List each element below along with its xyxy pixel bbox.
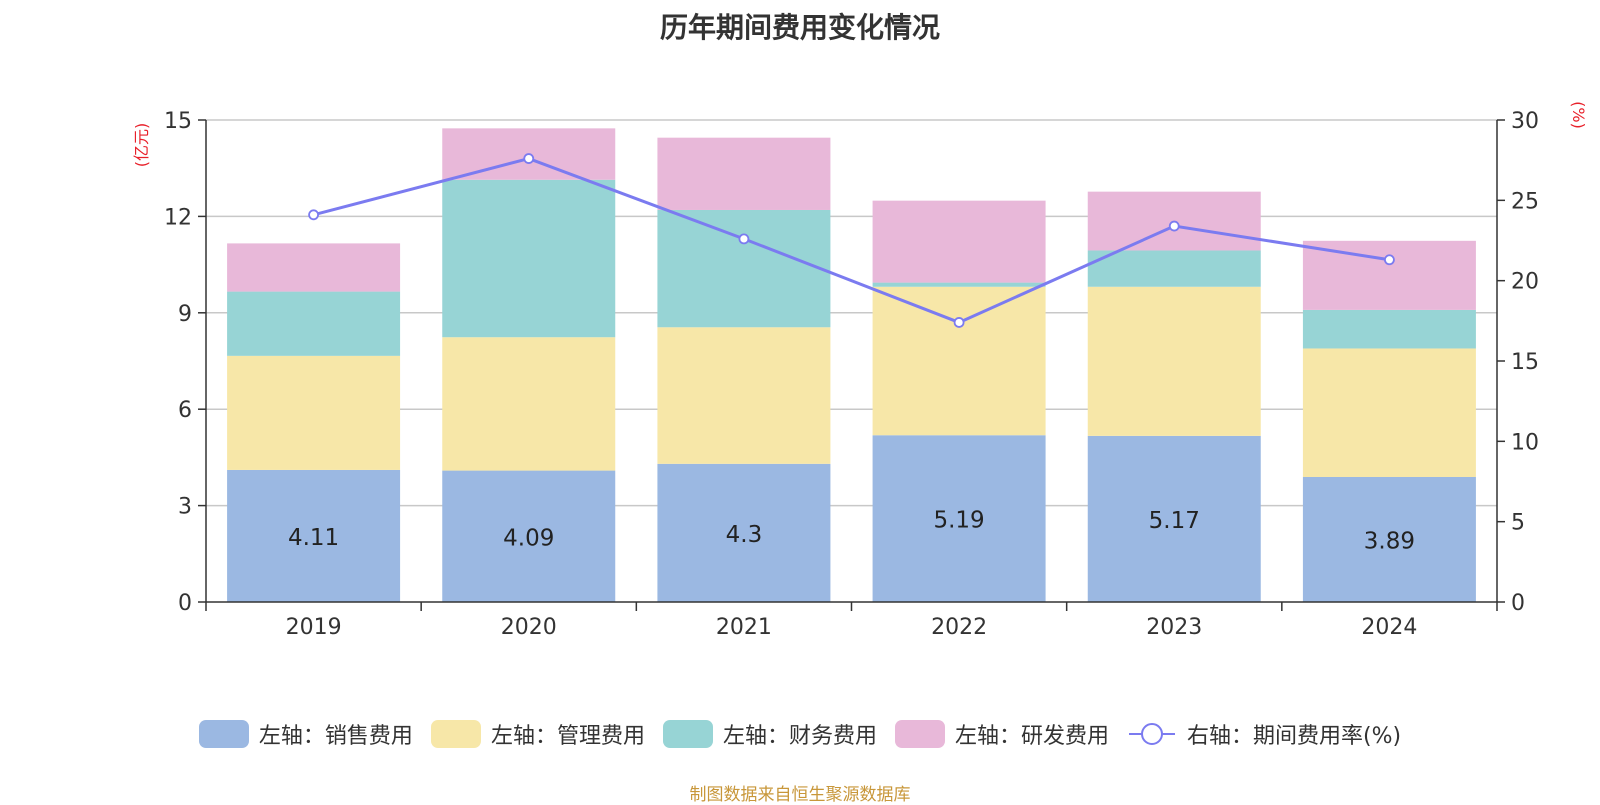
legend-item[interactable]: 左轴：研发费用	[894, 718, 1109, 750]
legend-swatch	[662, 720, 713, 748]
rate-point	[308, 209, 319, 221]
legend-label: 左轴：财务费用	[722, 724, 877, 749]
bar-data-label: 3.89	[1364, 529, 1415, 555]
right-axis-tick-label: 10	[1511, 430, 1539, 455]
right-axis-tick-label: 25	[1511, 189, 1539, 214]
right-axis-tick-label: 20	[1511, 270, 1539, 295]
bar-segment	[657, 137, 831, 210]
left-axis-unit: (亿元)	[132, 123, 151, 168]
left-axis-tick-label: 9	[178, 302, 192, 327]
right-axis-tick-label: 15	[1511, 350, 1539, 375]
bar-segment	[442, 337, 616, 471]
bar-segment	[442, 470, 616, 602]
bar-data-label: 4.09	[503, 525, 554, 551]
bar-segment	[1087, 435, 1261, 602]
x-axis-tick-label: 2023	[1146, 615, 1202, 640]
bar-segment	[657, 463, 831, 602]
left-axis-tick-label: 0	[178, 591, 192, 616]
left-axis-tick-label: 6	[178, 398, 192, 423]
x-axis-tick-label: 2021	[716, 615, 772, 640]
bar-segment	[872, 282, 1046, 287]
right-axis-unit: (%)	[1569, 101, 1588, 129]
chart-title: 历年期间费用变化情况	[659, 11, 940, 44]
legend-label: 左轴：管理费用	[490, 724, 645, 749]
data-source-note: 制图数据来自恒生聚源数据库	[689, 785, 911, 805]
bar-segment	[1302, 477, 1476, 602]
legend-swatch	[894, 720, 945, 748]
legend-item[interactable]: 左轴：管理费用	[430, 718, 645, 750]
legend-label: 左轴：销售费用	[258, 724, 413, 749]
x-axis-tick-label: 2022	[931, 615, 987, 640]
legend-item[interactable]: 左轴：销售费用	[198, 718, 413, 750]
bar-segment	[442, 179, 616, 338]
x-axis-tick-label: 2020	[501, 615, 557, 640]
bar-segment	[872, 435, 1046, 602]
bar-segment	[1087, 250, 1261, 287]
bar-segment	[657, 327, 831, 464]
bar-segment	[1302, 240, 1476, 310]
rate-point	[523, 153, 535, 164]
right-axis-tick-label: 0	[1511, 591, 1525, 616]
legend-item[interactable]: 左轴：财务费用	[662, 718, 877, 750]
legend-label: 右轴：期间费用率(%)	[1186, 724, 1402, 749]
legend-line-marker	[1128, 723, 1175, 745]
bar-segment	[227, 243, 401, 292]
bar-segment	[227, 355, 401, 470]
rate-point	[738, 233, 750, 245]
bar-data-label: 4.3	[726, 522, 763, 548]
chart-area: 4.11 4.09 4.3 5.19 5.17 3.89 0 3 6 9 12 15 0 5 10 15 20…	[132, 101, 1588, 640]
bar-segment	[872, 286, 1046, 436]
bar-segment	[227, 469, 401, 602]
right-axis-tick-label: 5	[1511, 511, 1525, 536]
legend-swatch	[430, 720, 481, 748]
legend-swatch	[198, 720, 249, 748]
bar-segment	[872, 200, 1046, 283]
x-axis-tick-label: 2024	[1361, 615, 1417, 640]
legend-label: 左轴：研发费用	[954, 724, 1109, 749]
rate-line	[313, 156, 1390, 325]
left-axis-tick-label: 3	[178, 495, 192, 520]
bar-segment	[657, 209, 831, 328]
legend-item[interactable]: 右轴：期间费用率(%)	[1127, 718, 1401, 750]
chart-legend: 左轴：销售费用 左轴：管理费用 左轴：财务费用 左轴：研发费用 右轴：期间费用率(%)	[0, 718, 1600, 750]
left-axis-tick-label: 12	[164, 205, 192, 230]
bar-data-label: 5.17	[1149, 508, 1200, 534]
bar-data-label: 4.11	[288, 525, 339, 551]
x-axis-tick-label: 2019	[286, 615, 342, 640]
bar-data-label: 5.19	[933, 508, 984, 534]
rate-point	[953, 317, 965, 328]
bar-segment	[1302, 348, 1476, 478]
right-axis-tick-label: 30	[1511, 109, 1539, 134]
bar-segment	[1302, 309, 1476, 349]
left-axis-tick-label: 15	[164, 109, 192, 134]
bar-segment	[227, 291, 401, 356]
bar-segment	[1087, 286, 1261, 436]
rate-point	[1384, 254, 1395, 266]
rate-point	[1168, 220, 1180, 232]
